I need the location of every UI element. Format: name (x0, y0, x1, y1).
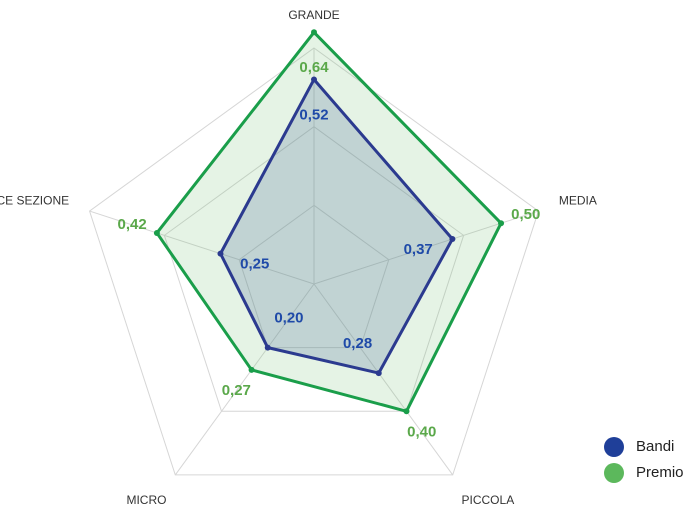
value-label: 0,37 (404, 241, 433, 258)
spoke (174, 283, 315, 476)
point (403, 408, 410, 415)
point (248, 366, 255, 373)
category-label: GRANDE (288, 8, 339, 22)
category-label: INDICE SEZIONE (0, 193, 69, 207)
series-area (218, 77, 454, 375)
legend-swatch (604, 437, 624, 457)
value-label: 0,25 (240, 256, 269, 273)
value-label: 0,42 (118, 216, 147, 233)
grid-ring (88, 47, 540, 476)
point (264, 344, 271, 351)
legend-label: Premio (636, 464, 684, 481)
legend-label: Bandi (636, 438, 674, 455)
point (153, 229, 160, 236)
category-label: MEDIA (559, 193, 597, 207)
grid-ring (163, 126, 465, 412)
point (217, 250, 224, 257)
value-label: 0,20 (274, 309, 303, 326)
grid-ring (238, 204, 390, 349)
point (311, 76, 317, 83)
category-label: PICCOLA (462, 493, 515, 507)
series-area (155, 30, 503, 413)
value-label: 0,27 (222, 382, 251, 399)
value-label: 0,40 (407, 423, 436, 440)
spoke (89, 210, 315, 285)
value-label: 0,64 (299, 59, 329, 76)
point (375, 370, 382, 377)
point (311, 29, 317, 36)
value-label: 0,28 (343, 335, 372, 352)
point (449, 236, 456, 243)
spoke (313, 283, 454, 476)
point (498, 220, 505, 227)
legend-swatch (604, 463, 624, 483)
value-label: 0,52 (299, 106, 328, 123)
value-label: 0,50 (511, 206, 540, 223)
category-label: MICRO (126, 493, 166, 507)
